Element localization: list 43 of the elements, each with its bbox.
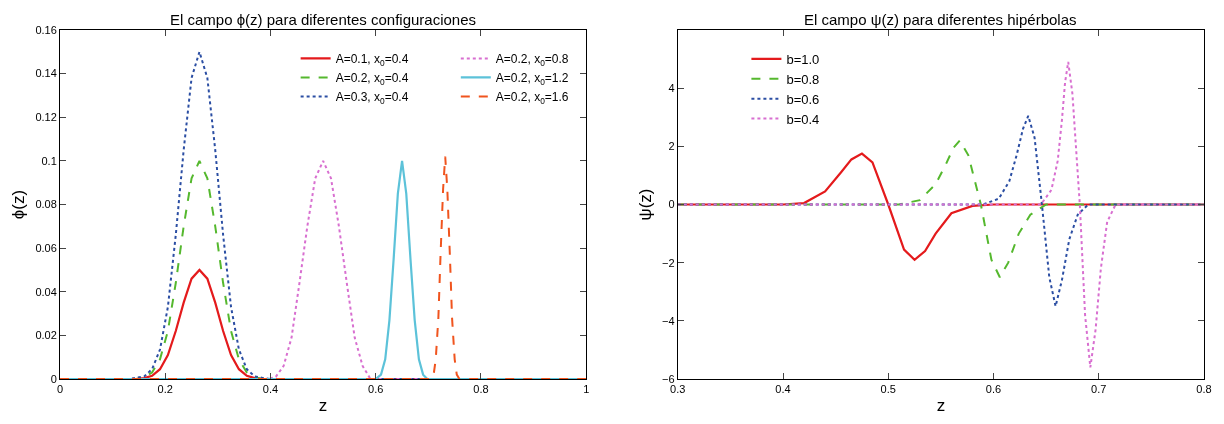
y-tick-label: 2 [668, 140, 675, 153]
legend-label: A=0.2, x$_{0}$=1.2 [495, 71, 569, 87]
y-tick-label: 4 [668, 82, 675, 95]
legend-label: A=0.3, x$_{0}$=0.4 [335, 90, 409, 106]
y-tick-label: −2 [662, 256, 675, 269]
x-tick-label: 0.5 [880, 383, 896, 396]
y-axis-title: ϕ(z) [8, 189, 28, 220]
y-tick-label: 0 [50, 372, 57, 385]
x-tick-label: 0.8 [473, 383, 489, 396]
legend-label: A=0.2, x$_{0}$=0.8 [495, 52, 569, 68]
x-tick-label: 0.6 [368, 383, 384, 396]
legend-label: b=1.0 [786, 51, 820, 67]
y-tick-label: 0.16 [35, 23, 57, 36]
legend-label: A=0.2, x$_{0}$=1.6 [495, 90, 569, 106]
legend-label: b=0.8 [786, 71, 820, 87]
legend-label: b=0.4 [786, 111, 820, 127]
y-tick-label: 0.1 [41, 154, 57, 167]
x-tick-label: 0.2 [157, 383, 173, 396]
y-tick-label: 0 [668, 198, 675, 211]
x-tick-label: 0.6 [985, 383, 1002, 396]
x-axis-title: z [936, 395, 946, 415]
chart-title: El campo ψ(z) para diferentes hipérbolas [804, 11, 1077, 28]
y-tick-label: 0.02 [35, 329, 57, 342]
x-tick-label: 1 [583, 383, 590, 396]
legend-label: A=0.1, x$_{0}$=0.4 [335, 52, 409, 68]
y-tick-label: 0.14 [35, 67, 57, 80]
x-axis-title: z [318, 395, 328, 415]
line-series [677, 152, 1204, 261]
chart-title: El campo ϕ(z) para diferentes configuraciones [170, 11, 477, 28]
legend-label: A=0.2, x$_{0}$=0.4 [335, 71, 409, 87]
y-tick-label: −6 [662, 372, 675, 385]
legend-label: b=0.6 [786, 91, 820, 107]
x-tick-label: 0.8 [1196, 383, 1212, 396]
y-tick-label: −4 [662, 314, 675, 327]
x-tick-label: 0.4 [775, 383, 791, 396]
y-tick-label: 0.08 [35, 198, 57, 211]
x-tick-label: 0.4 [262, 383, 279, 396]
y-tick-label: 0.04 [35, 285, 57, 298]
x-tick-label: 0.7 [1091, 383, 1107, 396]
x-tick-label: 0.3 [670, 383, 686, 396]
y-tick-label: 0.12 [35, 111, 57, 124]
y-axis-title: ψ(z) [635, 188, 655, 221]
y-tick-label: 0.06 [35, 241, 57, 254]
